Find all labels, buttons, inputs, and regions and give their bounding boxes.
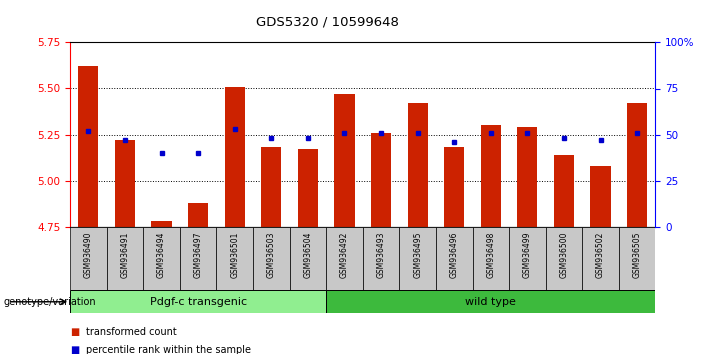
Bar: [70, 290, 326, 313]
Text: GSM936493: GSM936493: [376, 232, 386, 278]
Bar: [619, 227, 655, 290]
Bar: [590, 166, 611, 227]
Text: Pdgf-c transgenic: Pdgf-c transgenic: [149, 297, 247, 307]
Text: GDS5320 / 10599648: GDS5320 / 10599648: [257, 15, 399, 28]
Text: GSM936498: GSM936498: [486, 232, 496, 278]
Text: GSM936492: GSM936492: [340, 232, 349, 278]
Text: GSM936501: GSM936501: [230, 232, 239, 278]
Bar: [261, 147, 281, 227]
Bar: [472, 227, 509, 290]
Text: GSM936500: GSM936500: [559, 232, 569, 278]
Text: GSM936495: GSM936495: [413, 232, 422, 278]
Bar: [436, 227, 472, 290]
Text: transformed count: transformed count: [86, 327, 176, 337]
Bar: [583, 227, 619, 290]
Text: GSM936505: GSM936505: [632, 232, 641, 278]
Text: GSM936503: GSM936503: [267, 232, 275, 278]
Bar: [217, 227, 253, 290]
Bar: [326, 290, 655, 313]
Bar: [371, 133, 391, 227]
Bar: [554, 155, 574, 227]
Text: ■: ■: [70, 327, 79, 337]
Bar: [334, 94, 355, 227]
Bar: [444, 147, 464, 227]
Bar: [400, 227, 436, 290]
Text: GSM936504: GSM936504: [304, 232, 313, 278]
Bar: [79, 67, 98, 227]
Bar: [143, 227, 180, 290]
Bar: [107, 227, 143, 290]
Text: GSM936494: GSM936494: [157, 232, 166, 278]
Text: GSM936490: GSM936490: [84, 232, 93, 278]
Bar: [115, 140, 135, 227]
Bar: [224, 87, 245, 227]
Text: GSM936496: GSM936496: [450, 232, 458, 278]
Text: GSM936491: GSM936491: [121, 232, 130, 278]
Bar: [517, 127, 538, 227]
Bar: [627, 103, 647, 227]
Bar: [70, 227, 107, 290]
Text: GSM936499: GSM936499: [523, 232, 532, 278]
Bar: [253, 227, 290, 290]
Bar: [545, 227, 583, 290]
Bar: [180, 227, 217, 290]
Text: GSM936502: GSM936502: [596, 232, 605, 278]
Bar: [151, 221, 172, 227]
Bar: [407, 103, 428, 227]
Text: percentile rank within the sample: percentile rank within the sample: [86, 345, 250, 354]
Text: wild type: wild type: [465, 297, 516, 307]
Bar: [290, 227, 326, 290]
Bar: [481, 125, 501, 227]
Text: genotype/variation: genotype/variation: [4, 297, 96, 307]
Bar: [326, 227, 363, 290]
Bar: [509, 227, 545, 290]
Bar: [188, 202, 208, 227]
Bar: [298, 149, 318, 227]
Bar: [363, 227, 400, 290]
Text: GSM936497: GSM936497: [193, 232, 203, 278]
Text: ■: ■: [70, 345, 79, 354]
